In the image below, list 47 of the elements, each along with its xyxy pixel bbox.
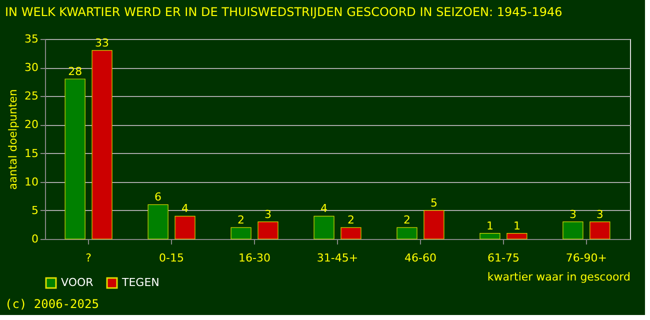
bar <box>396 227 418 240</box>
data-label: 1 <box>513 219 520 232</box>
data-label: 2 <box>238 214 245 227</box>
bar <box>506 232 528 240</box>
y-tick-label: 20 <box>24 118 38 132</box>
y-tick-label: 25 <box>24 90 38 103</box>
bar <box>64 78 86 240</box>
chart-title: IN WELK KWARTIER WERD ER IN DE THUISWEDSTRIJDEN GESCOORD IN SEIZOEN: 1945-1946 <box>5 5 562 19</box>
x-tick-label: 31-45+ <box>316 252 358 264</box>
data-label: 2 <box>403 214 410 227</box>
data-label: 6 <box>154 190 162 204</box>
bar <box>314 216 334 240</box>
bar <box>480 232 500 240</box>
data-label: 28 <box>68 65 82 78</box>
x-axis-title: kwartier waar in gescoord <box>487 270 630 284</box>
x-tick-label: 76-90+ <box>566 252 608 264</box>
bar <box>258 222 278 240</box>
y-tick-label: 35 <box>24 32 38 46</box>
y-tick-label: 15 <box>24 146 38 160</box>
data-label: 5 <box>430 196 438 210</box>
x-tick-label: ? <box>86 252 92 264</box>
x-tick-label: 0-15 <box>159 252 184 264</box>
legend-label: TEGEN <box>121 276 160 289</box>
bar <box>230 227 252 240</box>
data-label: 33 <box>95 36 110 50</box>
data-label: 3 <box>596 208 604 221</box>
data-label: 2 <box>347 214 354 227</box>
y-axis-title: aantal doelpunten <box>6 89 20 190</box>
bar <box>148 204 168 240</box>
x-tick-label: 16-30 <box>238 252 271 264</box>
x-tick-label: 61-75 <box>487 252 520 264</box>
x-tick-label: 46-60 <box>404 252 436 264</box>
bar <box>92 50 112 240</box>
data-label: 3 <box>264 208 272 221</box>
y-tick-label: 10 <box>24 175 38 188</box>
y-tick-label: 0 <box>32 232 38 246</box>
bar <box>174 216 196 240</box>
bar <box>562 222 584 240</box>
data-label: 3 <box>569 208 576 221</box>
bar <box>424 210 444 240</box>
y-tick-label: 30 <box>24 61 38 74</box>
data-label: 1 <box>486 219 494 232</box>
legend-label: VOOR <box>61 276 94 289</box>
bar <box>590 222 610 240</box>
text: (c) 2006-2025 <box>5 297 99 311</box>
bar <box>340 227 362 240</box>
y-tick-label: 5 <box>32 204 38 217</box>
